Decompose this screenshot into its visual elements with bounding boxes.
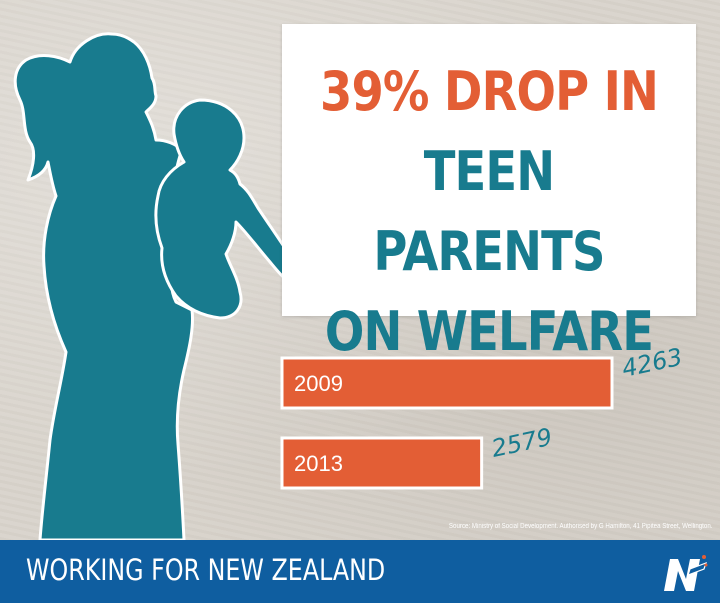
bar-chart: 2009 4263 2013 2579 [280,343,685,490]
value-label-2013: 2579 [489,423,555,463]
headline-box: 39% DROP IN TEEN PARENTS ON WELFARE [282,24,696,363]
national-party-logo-icon [664,555,708,591]
source-note: Source: Ministry of Social Development. … [448,523,712,530]
headline-line-3: ON WELFARE [324,300,654,363]
bar-label-2013: 2013 [294,451,343,476]
bar-2009 [280,356,614,410]
bar-label-2009: 2009 [294,371,343,396]
headline-line-2: TEEN PARENTS [373,140,605,283]
headline: 39% DROP IN TEEN PARENTS ON WELFARE [311,52,667,372]
footer-slogan: WORKING FOR NEW ZEALAND [26,553,386,587]
mother-baby-silhouette [13,32,301,540]
value-label-2009: 4263 [619,343,685,383]
bar-2013 [280,436,484,490]
headline-line-1: 39% DROP IN [319,60,659,123]
footer-bar: WORKING FOR NEW ZEALAND [0,540,720,603]
